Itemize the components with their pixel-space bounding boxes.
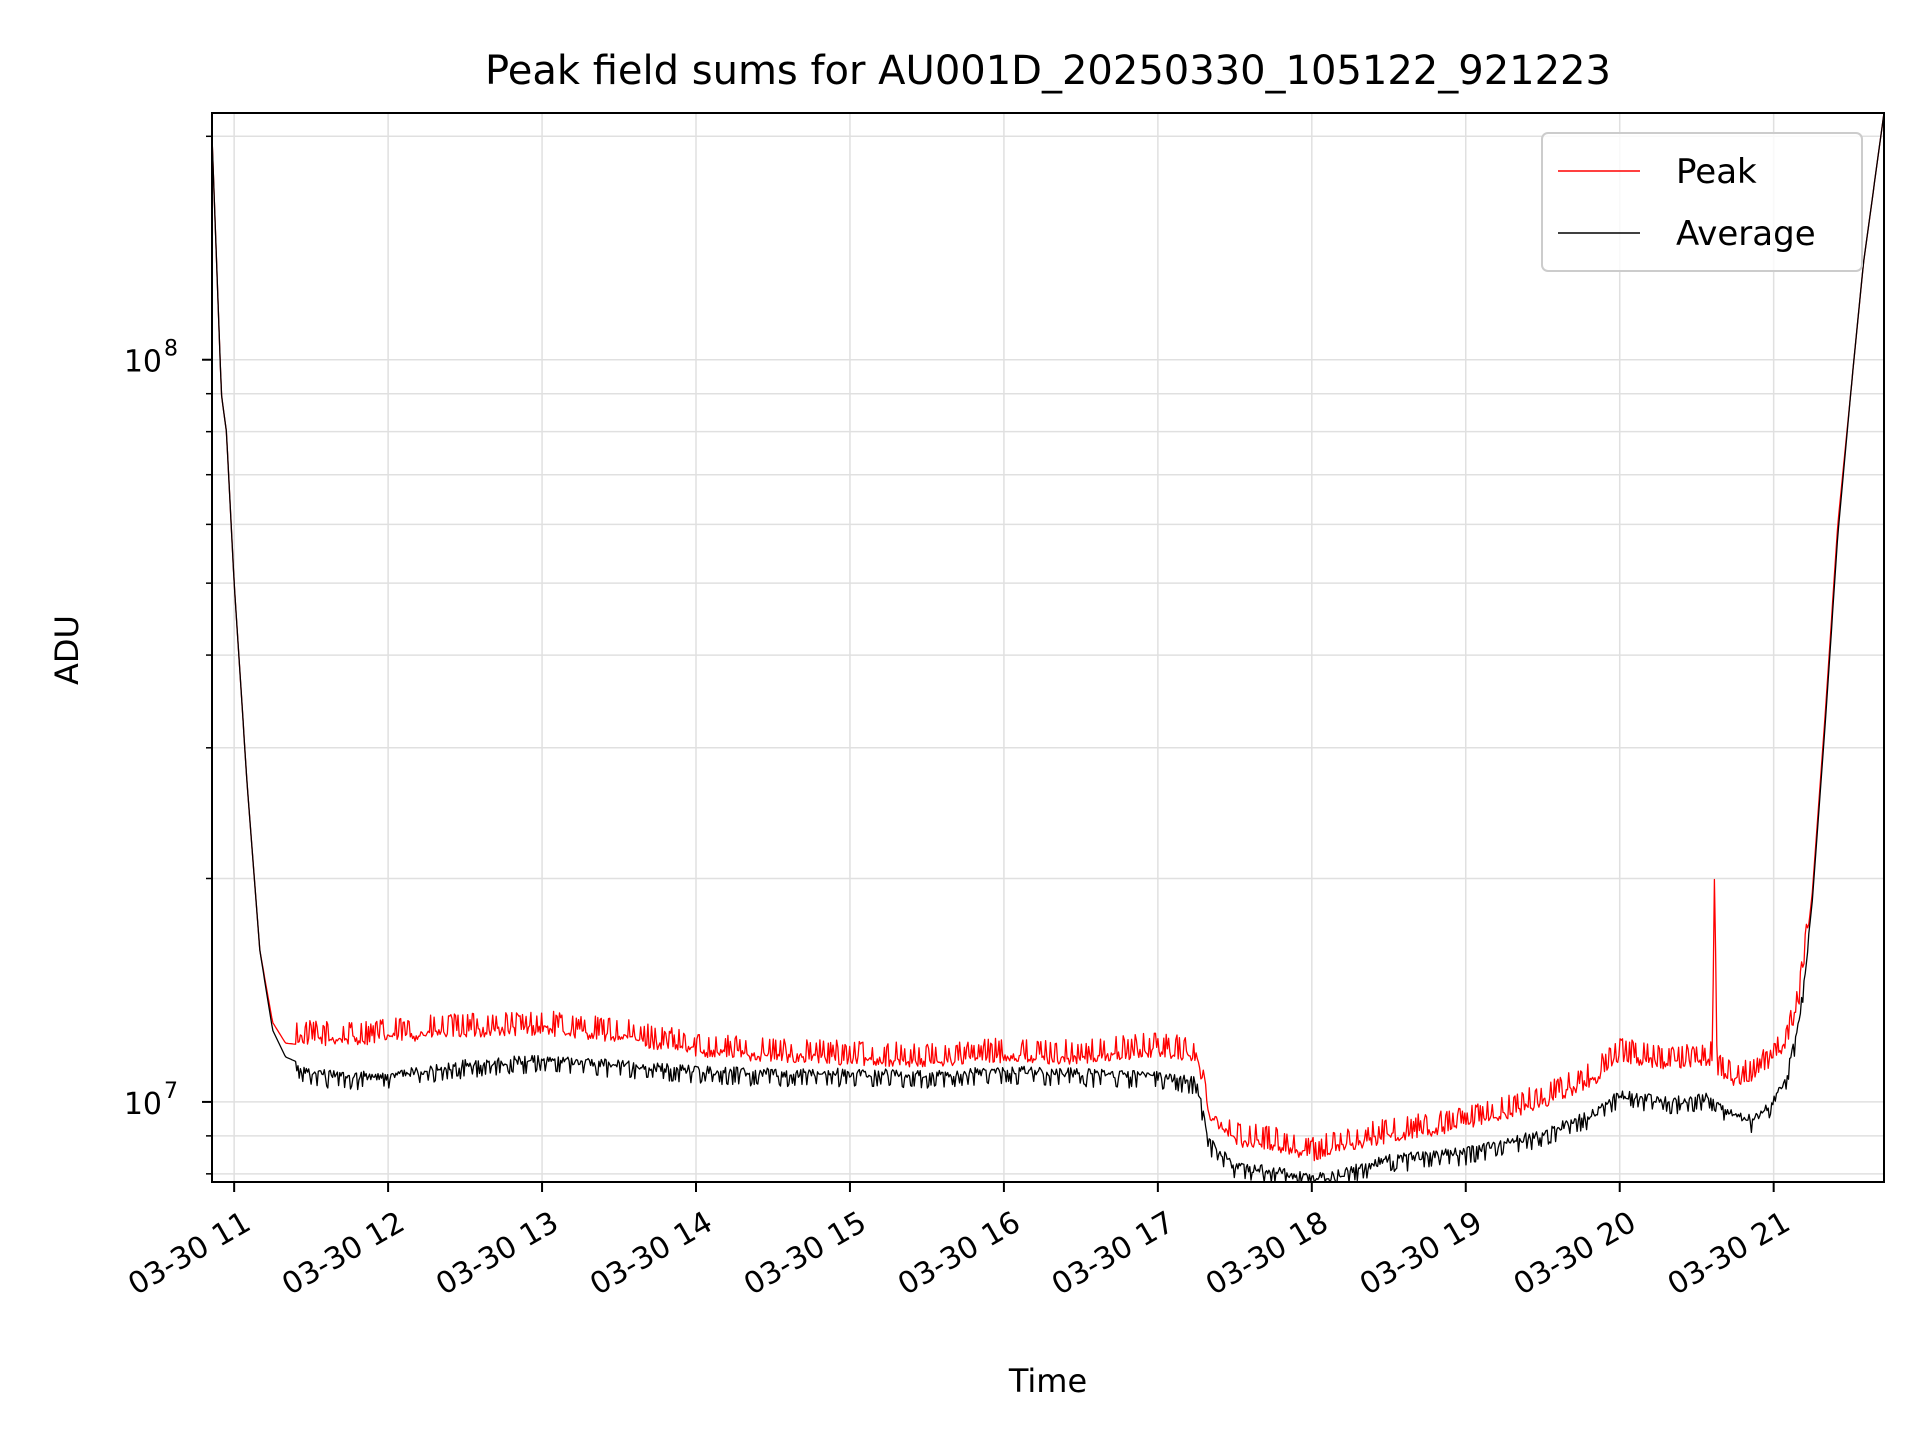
legend-label-average: Average — [1676, 214, 1816, 254]
legend-label-peak: Peak — [1676, 152, 1757, 192]
y-axis-title: ADU — [48, 615, 86, 685]
series-line-peak — [211, 112, 1885, 1162]
plot-frame — [211, 112, 1885, 1183]
y-tick-exponent: 8 — [164, 337, 178, 362]
series-line-average — [211, 112, 1885, 1183]
legend-box — [1541, 132, 1863, 272]
chart-title: Peak field sums for AU001D_20250330_1051… — [485, 48, 1611, 94]
y-tick-base: 10 — [124, 345, 162, 380]
legend: Peak Average — [1541, 132, 1863, 272]
y-tick-label: 10 8 — [124, 337, 178, 380]
x-axis-title: Time — [1008, 1362, 1087, 1400]
y-tick-base: 10 — [124, 1087, 162, 1122]
y-tick-label: 10 7 — [124, 1079, 178, 1122]
plot-series — [211, 112, 1885, 1183]
y-tick-exponent: 7 — [164, 1079, 178, 1104]
grid — [212, 113, 1884, 1182]
